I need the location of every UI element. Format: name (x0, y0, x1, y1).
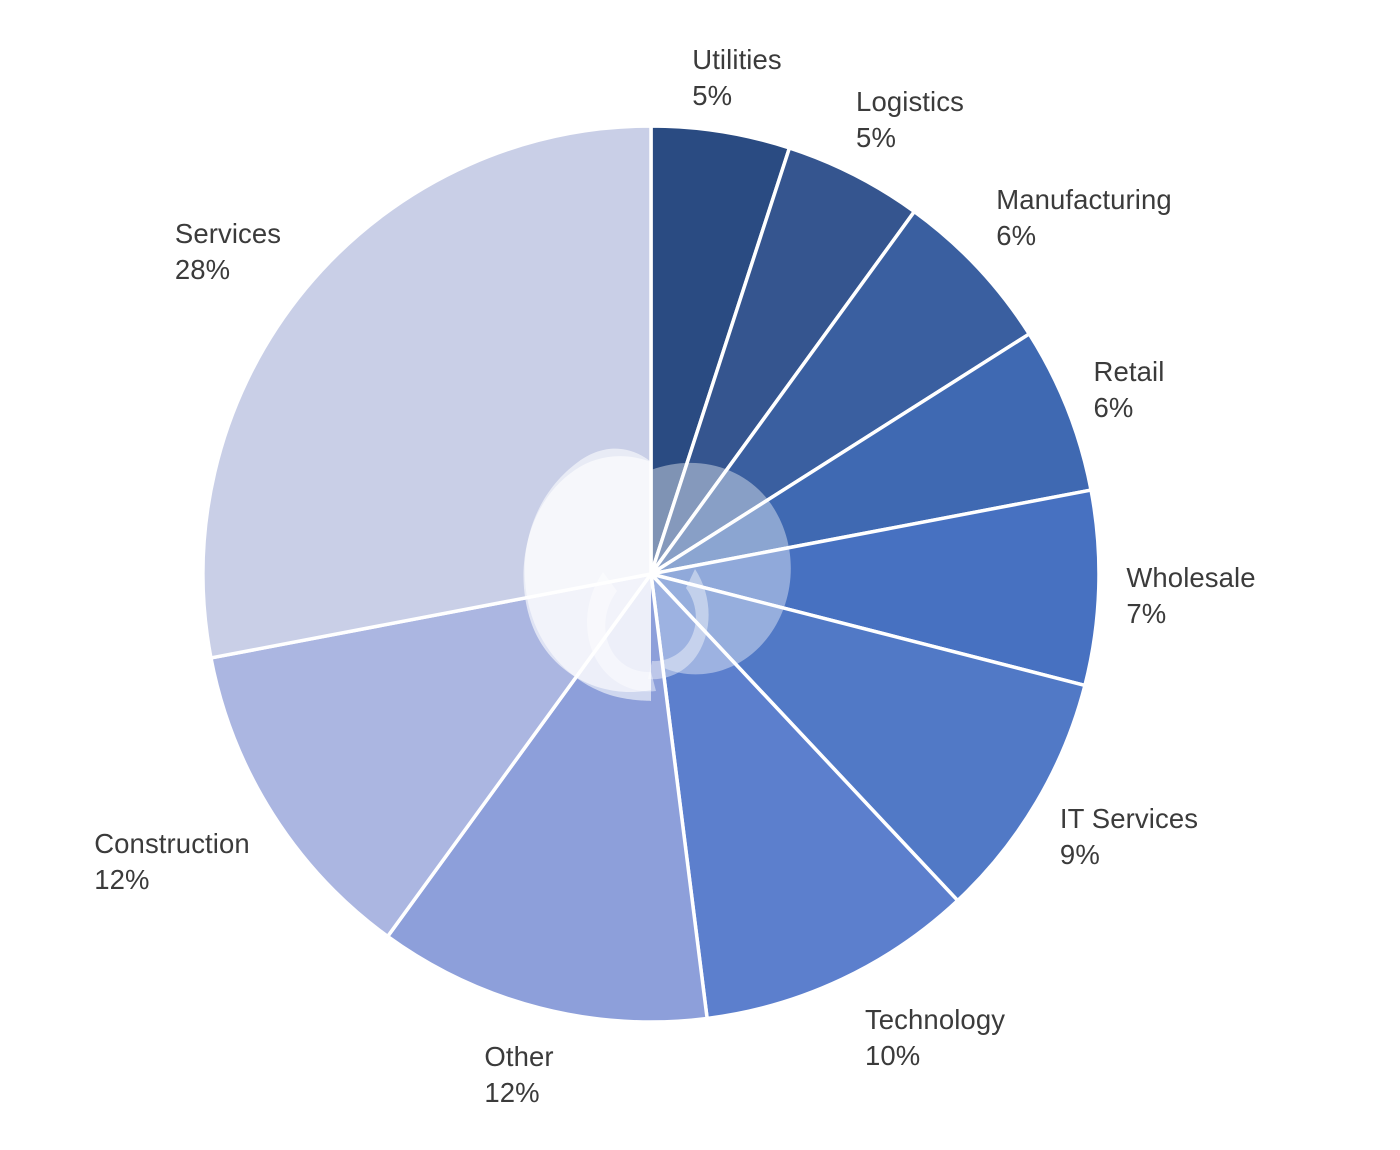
pie-label-utilities-name: Utilities (692, 44, 782, 75)
pie-label-it-services-percent: 9% (1059, 838, 1100, 870)
pie-label-logistics-percent: 5% (856, 121, 896, 153)
pie-label-wholesale-percent: 7% (1126, 597, 1167, 629)
pie-slice-manufacturing[interactable] (649, 209, 1032, 576)
pie-slice-technology[interactable] (649, 572, 960, 1021)
pie-label-construction-percent: 12% (94, 863, 150, 895)
pie-label-other: Other 12% (484, 1039, 553, 1111)
pie-label-retail: Retail 6% (1094, 354, 1165, 426)
pie-label-retail-name: Retail (1093, 356, 1165, 387)
pie-label-manufacturing: Manufacturing 6% (996, 182, 1172, 254)
pie-label-manufacturing-name: Manufacturing (996, 184, 1172, 215)
pie-label-manufacturing-percent: 6% (996, 219, 1037, 251)
pie-label-other-percent: 12% (484, 1076, 540, 1108)
pie-label-retail-percent: 6% (1093, 391, 1134, 423)
pie-label-wholesale-name: Wholesale (1126, 562, 1256, 593)
pie-label-construction-name: Construction (94, 828, 250, 859)
pie-slice-services[interactable] (201, 124, 653, 660)
pie-label-services: Services 28% (175, 216, 281, 288)
pie-label-utilities: Utilities 5% (692, 42, 782, 114)
pie-label-it-services-name: IT Services (1059, 803, 1199, 834)
pie-label-services-percent: 28% (174, 253, 231, 285)
pie-label-it-services: IT Services 9% (1060, 801, 1198, 873)
pie-label-logistics: Logistics 5% (856, 84, 964, 156)
pie-slices (201, 124, 1101, 1024)
pie-label-services-name: Services (174, 218, 282, 249)
pie-slice-wholesale[interactable] (649, 488, 1101, 688)
pie-label-other-name: Other (484, 1041, 554, 1072)
pie-slice-it-services[interactable] (649, 572, 1087, 903)
pie-slice-retail[interactable] (649, 332, 1093, 576)
pie-label-logistics-name: Logistics (856, 86, 964, 117)
pie-label-technology: Technology 10% (865, 1002, 1005, 1074)
pie-label-technology-percent: 10% (864, 1039, 921, 1071)
pie-label-wholesale: Wholesale 7% (1126, 560, 1255, 632)
pie-label-construction: Construction 12% (94, 826, 250, 898)
pie-label-technology-name: Technology (864, 1004, 1006, 1035)
pie-label-utilities-percent: 5% (692, 79, 733, 111)
